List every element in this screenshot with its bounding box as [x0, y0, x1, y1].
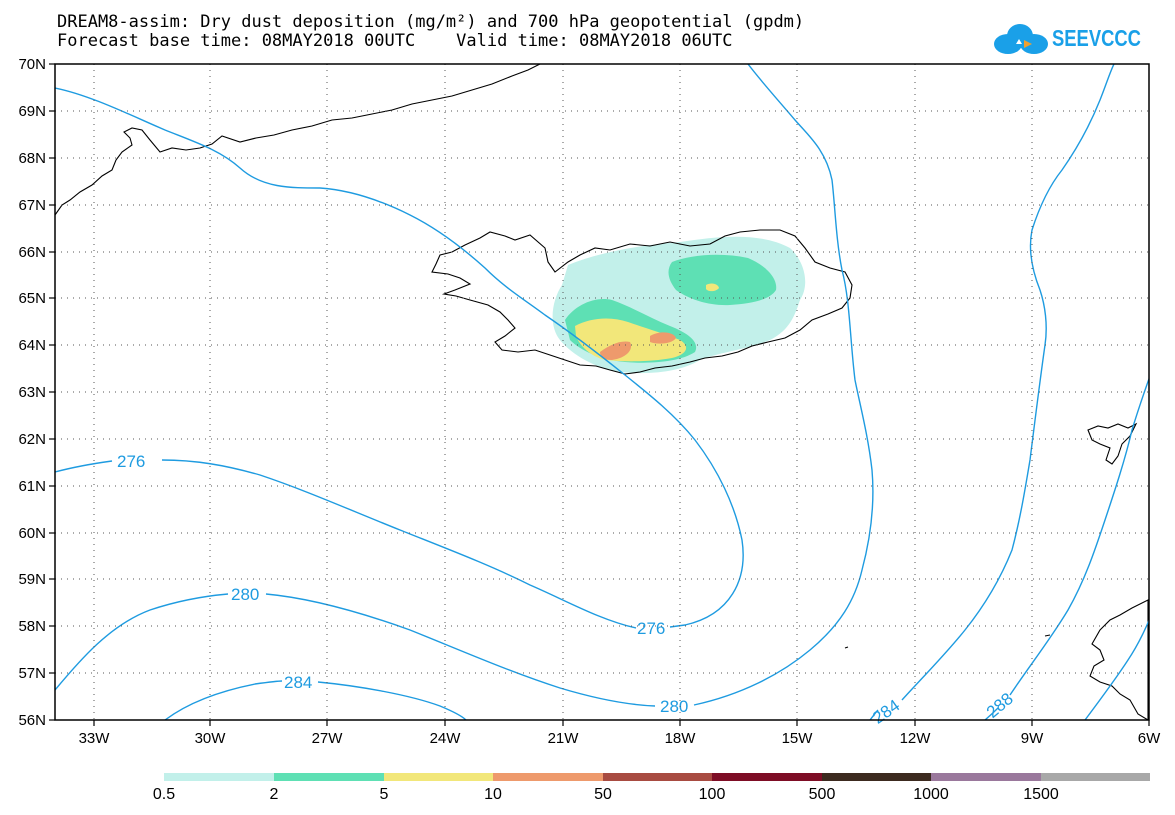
- legend-colorbar: [164, 773, 1150, 781]
- lon-label: 30W: [195, 730, 227, 747]
- dust-bin-5b: [706, 283, 719, 292]
- contour-line-280-c: [693, 64, 874, 706]
- legend-swatch: [712, 773, 822, 781]
- contour-line-292: [1084, 618, 1149, 720]
- legend-swatch: [274, 773, 384, 781]
- legend-label: 5: [380, 786, 389, 803]
- greenland-coast: [55, 64, 541, 216]
- lon-label: 6W: [1138, 730, 1161, 747]
- map-grid: [55, 64, 1149, 720]
- contour-line-276-b: [161, 459, 637, 629]
- lon-label: 21W: [548, 730, 580, 747]
- scotland-coast: [1089, 599, 1149, 720]
- contour-label: 276: [117, 452, 145, 471]
- legend-label: 100: [699, 786, 726, 803]
- forecast-times: Forecast base time: 08MAY2018 00UTC Vali…: [57, 31, 733, 51]
- contour-line-280-a: [55, 593, 229, 691]
- legend-label: 1000: [913, 786, 949, 803]
- geopotential-contours: [55, 64, 1149, 720]
- lat-label: 70N: [18, 56, 46, 73]
- legend-label: 0.5: [153, 786, 175, 803]
- lon-label: 15W: [782, 730, 814, 747]
- lat-label: 56N: [18, 712, 46, 729]
- legend-label: 10: [484, 786, 502, 803]
- legend-swatch: [493, 773, 603, 781]
- dust-deposition-field: [552, 236, 806, 374]
- small-islet: [844, 646, 849, 649]
- contour-label: 280: [660, 697, 688, 716]
- contour-line-276-c: [55, 460, 113, 473]
- contour-line-288-a: [1009, 376, 1149, 696]
- lon-label: 27W: [312, 730, 344, 747]
- lat-label: 59N: [18, 571, 46, 588]
- contour-line-284-a: [164, 680, 283, 720]
- contour-label: 276: [637, 619, 665, 638]
- legend-swatch: [384, 773, 493, 781]
- legend-swatch: [822, 773, 931, 781]
- legend-swatch: [603, 773, 712, 781]
- lon-label: 9W: [1021, 730, 1044, 747]
- legend-swatch: [1041, 773, 1150, 781]
- legend-swatch: [931, 773, 1041, 781]
- contour-line-284-d: [869, 709, 879, 720]
- lon-label: 18W: [665, 730, 697, 747]
- lat-label: 63N: [18, 384, 46, 401]
- contour-label: 280: [231, 585, 259, 604]
- contour-labels: 276 276 280 280 284 284 288: [117, 452, 1017, 728]
- lat-label: 65N: [18, 290, 46, 307]
- lon-label: 33W: [79, 730, 111, 747]
- lat-label: 62N: [18, 431, 46, 448]
- lat-label: 68N: [18, 150, 46, 167]
- logo-text: SEEVCCC: [1052, 25, 1141, 51]
- small-islet-2: [1044, 634, 1051, 637]
- seevccc-logo: [994, 24, 1048, 54]
- dust-bin-2: [668, 254, 777, 306]
- lat-label: 61N: [18, 478, 46, 495]
- latitude-labels: 70N 69N 68N 67N 66N 65N 64N 63N 62N 61N …: [18, 56, 46, 729]
- cloud-icon: [994, 24, 1048, 54]
- legend-label: 1500: [1023, 786, 1059, 803]
- axis-ticks: [49, 63, 1150, 726]
- legend-label: 500: [809, 786, 836, 803]
- dust-bin-10: [600, 341, 632, 360]
- contour-line-284-c: [901, 64, 1115, 701]
- lat-label: 67N: [18, 197, 46, 214]
- map-title: DREAM8-assim: Dry dust deposition (mg/m²…: [57, 12, 805, 32]
- lat-label: 57N: [18, 665, 46, 682]
- lat-label: 66N: [18, 244, 46, 261]
- lat-label: 60N: [18, 525, 46, 542]
- lat-label: 58N: [18, 618, 46, 635]
- contour-line-284-b: [317, 681, 467, 720]
- lon-label: 12W: [900, 730, 932, 747]
- legend-swatch: [164, 773, 274, 781]
- longitude-labels: 33W 30W 27W 24W 21W 18W 15W 12W 9W 6W: [79, 730, 1162, 747]
- lon-label: 24W: [430, 730, 462, 747]
- lat-label: 69N: [18, 103, 46, 120]
- contour-line-280-b: [265, 593, 656, 707]
- dust-bin-10b: [650, 332, 676, 344]
- contour-label: 284: [869, 696, 903, 728]
- iceland-coast: [431, 229, 853, 375]
- legend-label: 50: [594, 786, 612, 803]
- legend-labels: 0.5 2 5 10 50 100 500 1000 1500: [153, 786, 1059, 803]
- faroe-islands: [1087, 422, 1138, 465]
- contour-line-288-b: [984, 707, 999, 720]
- legend-label: 2: [270, 786, 279, 803]
- contour-line-276-a: [55, 87, 744, 628]
- contour-label: 284: [284, 673, 312, 692]
- lat-label: 64N: [18, 337, 46, 354]
